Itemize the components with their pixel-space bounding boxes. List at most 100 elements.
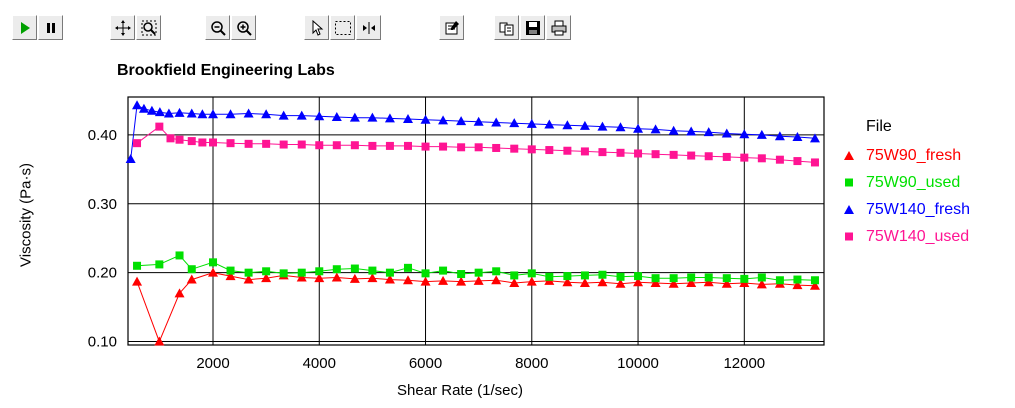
y-axis-label: Viscosity (Pa·s)	[17, 163, 35, 267]
play-button[interactable]	[12, 15, 37, 40]
data-point	[474, 143, 483, 152]
series-75w140-used	[133, 122, 819, 167]
legend-label: 75W90_used	[866, 173, 961, 191]
data-point	[792, 131, 803, 141]
data-point	[509, 118, 520, 128]
data-point	[209, 138, 218, 147]
data-point	[456, 116, 467, 126]
data-point	[331, 272, 342, 282]
data-point	[579, 278, 590, 287]
data-point	[792, 280, 803, 290]
data-point	[155, 122, 164, 131]
data-point	[402, 275, 413, 285]
data-point	[262, 139, 271, 148]
data-point	[492, 143, 501, 152]
data-point	[492, 267, 501, 276]
data-point	[616, 272, 625, 281]
data-point	[350, 264, 359, 273]
y-tick-label: 0.30	[88, 196, 117, 213]
zoom-in-icon	[236, 20, 252, 36]
legend-item-75w140-fresh: 75W140_fresh	[838, 196, 970, 223]
data-point	[544, 119, 555, 129]
pan-button[interactable]	[110, 15, 135, 40]
data-point	[527, 269, 536, 278]
cursor-button[interactable]	[356, 15, 381, 40]
x-axis-label: Shear Rate (1/sec)	[397, 382, 523, 399]
legend-triangle-marker	[838, 204, 860, 215]
data-point	[491, 117, 502, 127]
data-point	[510, 271, 519, 280]
x-tick-label: 10000	[617, 355, 659, 372]
save-disk-icon	[525, 20, 540, 35]
pause-button[interactable]	[38, 15, 63, 40]
properties-button[interactable]	[439, 15, 464, 40]
data-point	[721, 128, 732, 138]
data-point	[597, 277, 608, 287]
x-tick-label: 12000	[723, 355, 765, 372]
zoom-in-button[interactable]	[231, 15, 256, 40]
data-point	[669, 274, 678, 283]
legend-item-75w140-used: 75W140_used	[838, 223, 970, 250]
x-tick-label: 8000	[515, 355, 548, 372]
data-point	[174, 107, 185, 117]
data-point	[384, 274, 395, 284]
printer-icon	[551, 20, 566, 35]
zoom-out-button[interactable]	[205, 15, 230, 40]
pointer-button[interactable]	[304, 15, 329, 40]
data-point	[367, 273, 378, 283]
data-point	[175, 135, 184, 144]
data-point	[439, 142, 448, 151]
zoom-region-button[interactable]	[136, 15, 161, 40]
data-point	[385, 141, 394, 150]
legend-triangle-marker	[838, 150, 860, 161]
data-point	[315, 267, 324, 276]
data-point	[756, 279, 767, 289]
data-point	[545, 146, 554, 155]
data-point	[598, 148, 607, 157]
print-button[interactable]	[546, 15, 571, 40]
data-point	[669, 150, 678, 159]
data-point	[146, 105, 157, 115]
select-rect-button[interactable]	[330, 15, 355, 40]
data-point	[686, 126, 697, 136]
series-line	[130, 104, 816, 160]
chart-title: Brookfield Engineering Labs	[117, 62, 335, 79]
legend-label: 75W140_used	[866, 227, 970, 245]
data-point	[633, 277, 644, 287]
data-point	[163, 108, 174, 118]
cursor-marker-icon	[362, 21, 375, 34]
data-point	[261, 273, 272, 283]
data-point	[187, 265, 196, 274]
save-button[interactable]	[520, 15, 545, 40]
data-point	[668, 278, 679, 288]
series-75w140-fresh	[125, 100, 820, 163]
data-point	[132, 100, 143, 110]
data-point	[154, 107, 165, 117]
data-point	[704, 152, 713, 161]
data-point	[491, 275, 502, 285]
data-point	[421, 142, 430, 151]
pointer-arrow-icon	[312, 19, 323, 36]
data-point	[615, 122, 626, 132]
data-point	[756, 129, 767, 139]
data-point	[154, 336, 165, 346]
data-point	[384, 113, 395, 123]
data-point	[243, 274, 254, 284]
data-point	[616, 148, 625, 157]
properties-group	[439, 15, 465, 42]
data-point	[810, 158, 819, 167]
legend-square-marker	[838, 177, 860, 188]
data-point	[597, 121, 608, 131]
data-point	[598, 270, 607, 279]
data-point	[314, 273, 325, 283]
data-point	[687, 151, 696, 160]
data-point	[634, 272, 643, 281]
data-point	[634, 149, 643, 158]
data-point	[225, 109, 236, 119]
copy-button[interactable]	[494, 15, 519, 40]
data-point	[563, 272, 572, 281]
data-point	[456, 276, 467, 286]
data-point	[314, 111, 325, 121]
data-point	[226, 139, 235, 148]
